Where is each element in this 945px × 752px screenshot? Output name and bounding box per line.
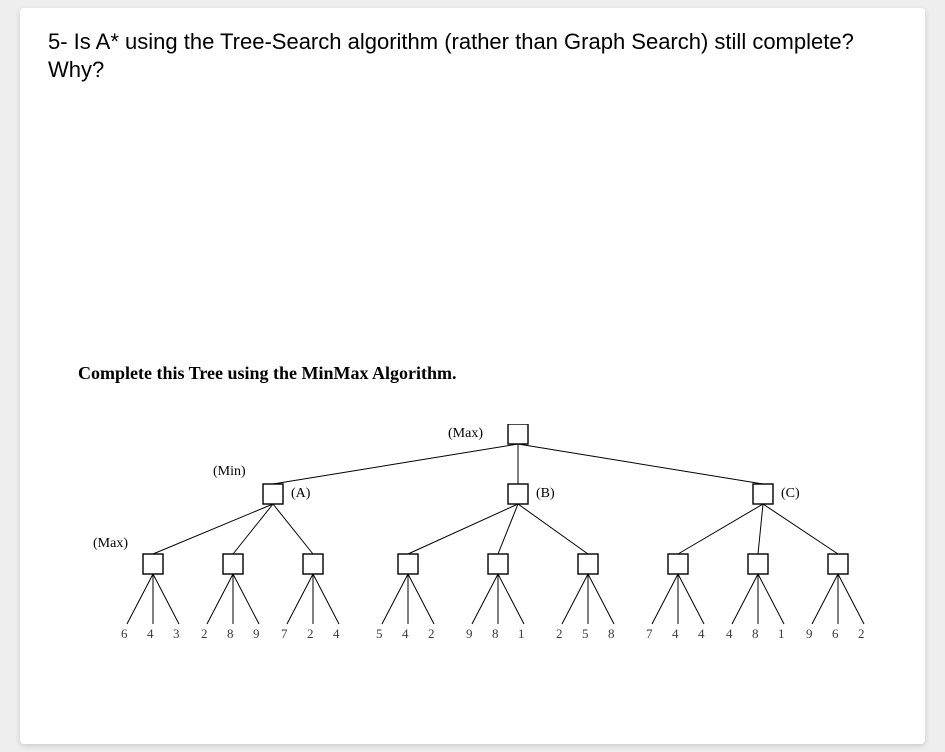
leaf-value: 9 xyxy=(253,626,260,642)
instruction-text: Complete this Tree using the MinMax Algo… xyxy=(78,363,897,384)
leaf-value: 3 xyxy=(173,626,180,642)
label-b: (B) xyxy=(536,486,555,502)
leaf-value: 7 xyxy=(281,626,288,642)
leaf-value: 6 xyxy=(121,626,128,642)
leaf-value: 1 xyxy=(778,626,785,642)
label-root-max: (Max) xyxy=(448,426,483,442)
leaf-value: 8 xyxy=(608,626,615,642)
leaf-value: 4 xyxy=(402,626,409,642)
leaf-value: 8 xyxy=(752,626,759,642)
leaf-value: 2 xyxy=(556,626,563,642)
leaf-value: 5 xyxy=(376,626,383,642)
leaf-value: 8 xyxy=(227,626,234,642)
label-min: (Min) xyxy=(213,464,246,480)
minmax-tree: 6 4 3 2 8 9 7 2 4 5 4 2 9 8 1 2 5 8 7 4 4 4 8 1 9 6 2 (Max) (Min) (A)… xyxy=(78,424,908,664)
leaf-value: 1 xyxy=(518,626,525,642)
label-max-level: (Max) xyxy=(93,536,128,552)
leaf-value: 5 xyxy=(582,626,589,642)
question-text: 5- Is A* using the Tree-Search algorithm… xyxy=(48,28,897,83)
leaf-value: 4 xyxy=(147,626,154,642)
leaf-value: 4 xyxy=(333,626,340,642)
leaf-value: 9 xyxy=(806,626,813,642)
leaf-value: 4 xyxy=(698,626,705,642)
leaf-value: 6 xyxy=(832,626,839,642)
leaf-value: 4 xyxy=(726,626,733,642)
leaf-value: 2 xyxy=(201,626,208,642)
leaf-value: 2 xyxy=(428,626,435,642)
leaf-value: 8 xyxy=(492,626,499,642)
leaf-value: 4 xyxy=(672,626,679,642)
leaf-value: 9 xyxy=(466,626,473,642)
leaf-value: 2 xyxy=(858,626,865,642)
leaf-value: 2 xyxy=(307,626,314,642)
label-a: (A) xyxy=(291,486,310,502)
label-c: (C) xyxy=(781,486,800,502)
leaf-value: 7 xyxy=(646,626,653,642)
